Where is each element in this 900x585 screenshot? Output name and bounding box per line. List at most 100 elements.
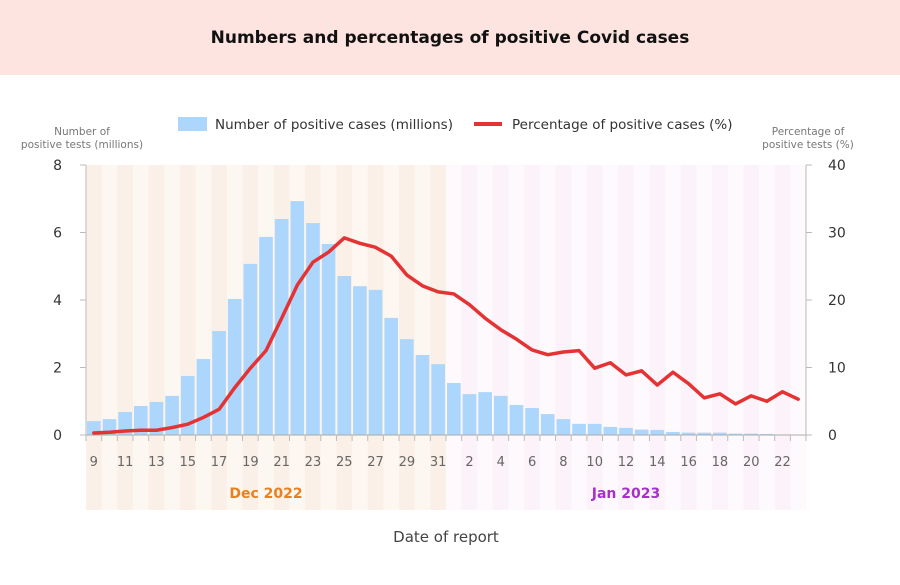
bar	[760, 433, 774, 435]
bar	[634, 429, 649, 435]
bar	[713, 432, 727, 435]
x-tick-label: 25	[336, 455, 353, 470]
bar	[321, 243, 336, 435]
day-band	[680, 165, 697, 510]
bar	[728, 433, 743, 435]
bar	[681, 432, 696, 435]
x-tick-label: 18	[712, 455, 729, 470]
y-tick-label-right: 40	[828, 158, 846, 174]
day-band	[712, 165, 729, 510]
bar	[306, 223, 320, 435]
bar	[447, 383, 461, 435]
y-tick-label-right: 20	[828, 293, 846, 309]
day-band	[164, 165, 181, 510]
bar	[274, 219, 289, 435]
bar	[431, 364, 445, 435]
day-band	[414, 165, 431, 510]
day-band	[571, 165, 588, 510]
bar	[572, 423, 586, 435]
left-axis-title-1: Number of	[54, 126, 110, 138]
chart-header: Numbers and percentages of positive Covi…	[0, 0, 900, 75]
x-tick-label: 2	[465, 455, 473, 470]
x-tick-label: 11	[117, 455, 134, 470]
percentage-line	[92, 236, 800, 435]
bar	[587, 423, 602, 435]
bar	[212, 331, 226, 435]
y-tick-label-right: 10	[828, 361, 846, 377]
day-band	[602, 165, 619, 510]
day-band	[586, 165, 603, 510]
day-band	[759, 165, 775, 510]
bar	[603, 426, 618, 435]
x-tick-label: 12	[618, 455, 635, 470]
y-tick-label-left: 6	[53, 226, 62, 242]
bar	[525, 408, 539, 435]
bar	[337, 276, 352, 435]
bar	[462, 394, 477, 435]
bar	[666, 431, 680, 435]
day-band	[539, 165, 556, 510]
day-band	[477, 165, 494, 510]
day-band	[633, 165, 650, 510]
y-tick-label-right: 0	[828, 428, 837, 444]
legend-line-label: Percentage of positive cases (%)	[512, 117, 733, 133]
left-axis-title-2: positive tests (millions)	[21, 139, 143, 151]
bar	[650, 429, 665, 435]
y-tick-label-left: 2	[53, 361, 62, 377]
y-tick-label-right: 30	[828, 226, 846, 242]
bar	[353, 286, 367, 435]
day-band	[195, 165, 212, 510]
day-band	[774, 165, 791, 510]
bar	[509, 404, 524, 435]
bar	[400, 339, 414, 435]
x-tick-label: 21	[273, 455, 290, 470]
x-tick-label: 15	[179, 455, 196, 470]
x-tick-label: 4	[497, 455, 505, 470]
x-tick-label: 22	[774, 455, 791, 470]
day-band	[132, 165, 149, 510]
day-band	[790, 165, 807, 510]
bar	[478, 392, 492, 435]
day-band	[696, 165, 713, 510]
y-tick-label-left: 8	[53, 158, 62, 174]
day-band	[446, 165, 462, 510]
legend-bar-label: Number of positive cases (millions)	[215, 117, 453, 133]
x-tick-label: 6	[528, 455, 536, 470]
x-tick-label: 16	[680, 455, 697, 470]
x-tick-label: 8	[559, 455, 567, 470]
bar	[133, 405, 148, 435]
bar	[227, 298, 242, 435]
day-band	[665, 165, 682, 510]
day-band	[101, 165, 118, 510]
bar	[493, 395, 508, 435]
bar	[415, 355, 430, 435]
x-axis-title: Date of report	[393, 528, 499, 546]
bar	[540, 414, 555, 435]
bar	[384, 317, 399, 435]
right-axis-title-2: positive tests (%)	[762, 139, 854, 151]
x-tick-label: 14	[649, 455, 666, 470]
x-tick-label: 29	[399, 455, 416, 470]
x-tick-label: 20	[743, 455, 760, 470]
month-label-jan: Jan 2023	[591, 486, 660, 502]
right-axis-title-1: Percentage of	[772, 126, 845, 138]
day-band	[618, 165, 635, 510]
bar	[259, 236, 273, 435]
x-tick-label: 31	[430, 455, 447, 470]
bar	[243, 263, 258, 435]
y-tick-label-left: 0	[53, 428, 62, 444]
x-tick-label: 9	[90, 455, 98, 470]
bar	[368, 289, 383, 435]
day-band	[727, 165, 744, 510]
day-band	[649, 165, 666, 510]
x-tick-label: 10	[586, 455, 603, 470]
x-tick-label: 13	[148, 455, 165, 470]
bar	[196, 359, 211, 435]
bar	[290, 201, 305, 435]
x-tick-label: 19	[242, 455, 259, 470]
day-band	[743, 165, 760, 510]
chart-title: Numbers and percentages of positive Covi…	[210, 27, 690, 48]
month-label-dec: Dec 2022	[229, 486, 302, 502]
bar	[744, 433, 759, 435]
legend-bar-swatch	[178, 117, 207, 131]
